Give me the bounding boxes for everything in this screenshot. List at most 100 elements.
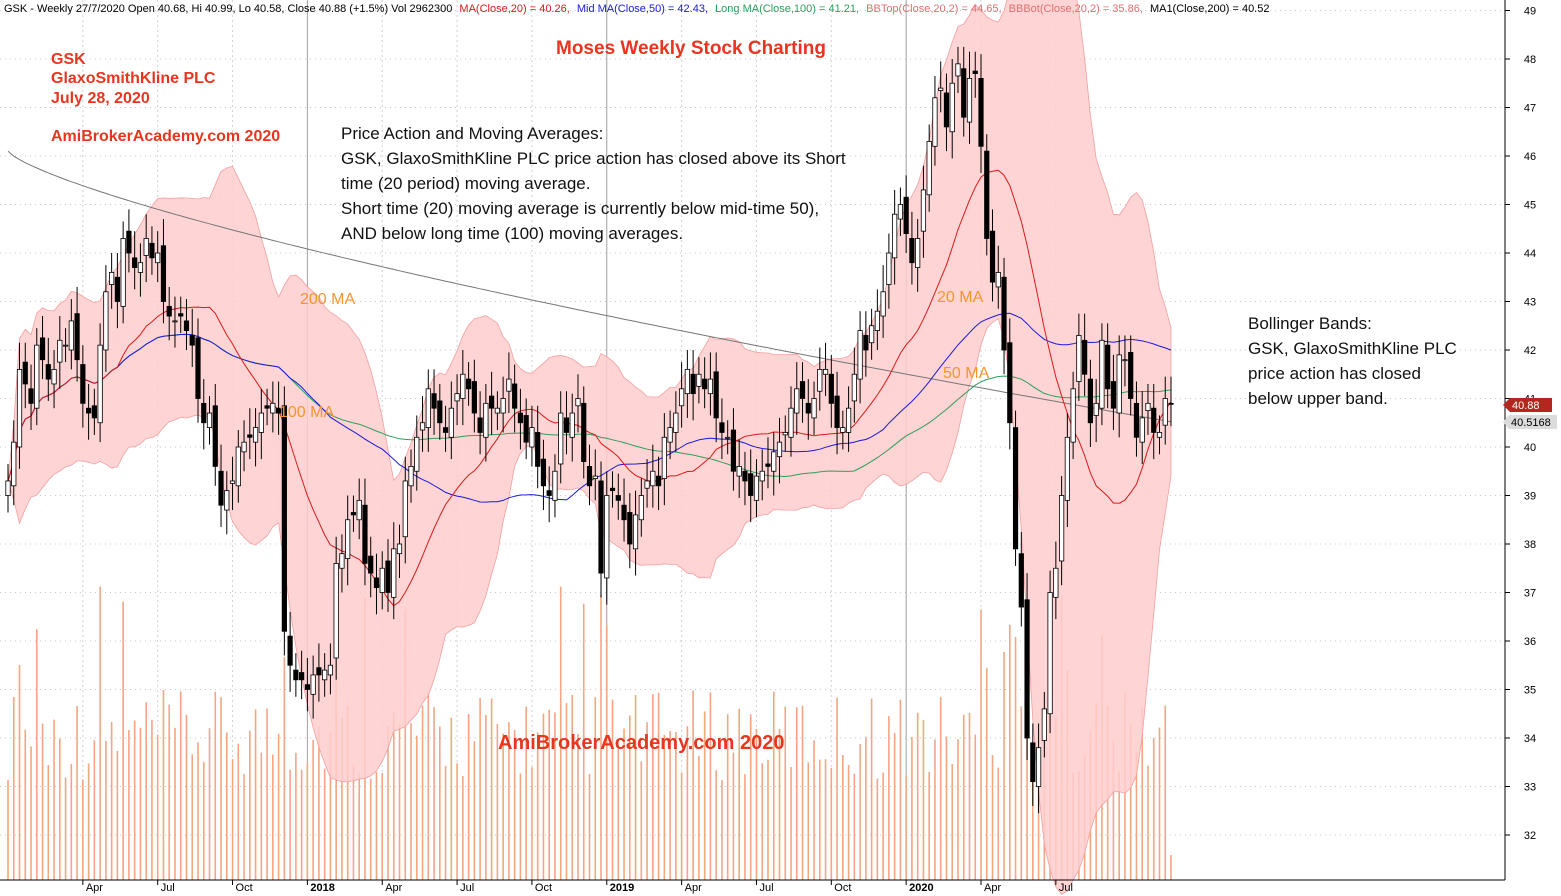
candle-body — [281, 405, 287, 632]
volume-bar — [588, 773, 591, 880]
candle-body — [984, 150, 990, 239]
candle-body — [120, 238, 126, 307]
candle-body — [109, 271, 115, 285]
volume-bar — [35, 629, 38, 880]
candle-body — [517, 412, 524, 424]
volume-bar — [565, 703, 568, 880]
candle-body — [489, 395, 495, 409]
candle-body — [1012, 427, 1019, 550]
candle-body — [1151, 407, 1157, 433]
header-line: GSK - Weekly 27/7/2020 Open 40.68, Hi 40… — [4, 3, 1269, 15]
volume-bar — [911, 737, 913, 880]
candle-body — [80, 364, 86, 404]
candle-body — [869, 325, 875, 344]
volume-bar — [980, 609, 982, 880]
volume-bar — [392, 711, 395, 880]
candle-body — [995, 271, 1001, 288]
ma200-badge-text: 40.5168 — [1511, 417, 1551, 429]
volume-bar — [865, 736, 867, 880]
candle-body — [126, 230, 132, 254]
volume-bar — [128, 729, 130, 880]
volume-bar — [790, 767, 792, 880]
volume-bar — [605, 625, 608, 880]
candle-body — [385, 560, 391, 593]
volume-bar — [82, 779, 84, 880]
candle-body — [5, 480, 11, 496]
volume-bar — [629, 715, 631, 880]
volume-bar — [715, 770, 717, 880]
ma200-line — [7, 150, 1172, 423]
candle-body — [437, 400, 443, 424]
volume-bar — [485, 714, 487, 880]
volume-bar — [47, 765, 50, 880]
candle-body — [1007, 342, 1013, 424]
candle-body — [425, 388, 431, 428]
volume-bar — [410, 723, 412, 880]
candle-body — [1076, 335, 1082, 382]
volume-bar — [243, 774, 245, 880]
candle-body — [552, 470, 558, 501]
candle-body — [943, 92, 950, 128]
volume-bar — [1003, 652, 1005, 880]
candle-body — [655, 475, 662, 487]
volume-bar — [905, 775, 907, 880]
candle-body — [350, 512, 357, 516]
candle-body — [1099, 339, 1105, 409]
volume-bar — [404, 609, 407, 880]
candle-body — [874, 310, 880, 332]
volume-bar — [116, 750, 119, 880]
candle-body — [57, 339, 63, 363]
candle-body — [229, 480, 236, 484]
volume-bar — [548, 709, 550, 880]
x-axis-ticks: Apr Jul Oct 2018 Apr Jul Oct 2019 Apr Jul Oct 2020 A… — [82, 880, 1073, 894]
volume-bar — [145, 702, 147, 880]
candle-body — [920, 189, 927, 232]
candle-body — [402, 480, 408, 538]
header-ma20: MA(Close,20) = 40.26, — [459, 3, 569, 15]
candle-body — [1168, 402, 1174, 405]
volume-bar — [24, 729, 27, 880]
candle-body — [1064, 436, 1070, 501]
candle-body — [1035, 747, 1042, 787]
volume-bar — [7, 780, 9, 880]
candle-body — [327, 664, 334, 676]
candle-body — [1070, 388, 1076, 443]
volume-bar — [300, 769, 303, 880]
candle-body — [817, 368, 823, 392]
volume-bar — [767, 759, 769, 880]
candle-body — [598, 480, 604, 574]
candle-body — [661, 436, 667, 479]
candle-body — [1018, 553, 1024, 608]
candle-body — [811, 398, 817, 419]
candle-body — [1162, 398, 1168, 426]
volume-bar — [1152, 737, 1155, 880]
candle-body — [1047, 592, 1053, 715]
volume-bar — [1032, 777, 1034, 880]
candle-body — [569, 412, 575, 438]
bollinger-line-1: Bollinger Bands: — [1248, 314, 1372, 333]
volume-bar — [225, 732, 228, 880]
volume-bar — [479, 698, 481, 880]
y-tick-label: 46 — [1524, 151, 1536, 163]
candle-body — [1128, 352, 1134, 399]
candle-body — [897, 204, 904, 220]
volume-bar — [853, 773, 856, 880]
price-action-line-1: Price Action and Moving Averages: — [341, 124, 603, 143]
candle-body — [759, 470, 765, 482]
candle-body — [558, 412, 564, 465]
candle-body — [460, 373, 466, 399]
candle-body — [91, 405, 97, 419]
candle-body — [604, 495, 610, 579]
volume-bar — [692, 690, 694, 880]
candle-body — [454, 393, 460, 402]
candle-body — [172, 320, 178, 323]
y-tick-label: 48 — [1524, 54, 1536, 66]
candle-body — [765, 463, 771, 467]
volume-bar — [657, 692, 660, 880]
candle-body — [621, 504, 627, 521]
candle-body — [880, 291, 886, 317]
volume-bar — [818, 759, 821, 880]
candle-body — [114, 276, 120, 302]
y-tick-label: 35 — [1524, 685, 1536, 697]
volume-bar — [456, 763, 458, 880]
